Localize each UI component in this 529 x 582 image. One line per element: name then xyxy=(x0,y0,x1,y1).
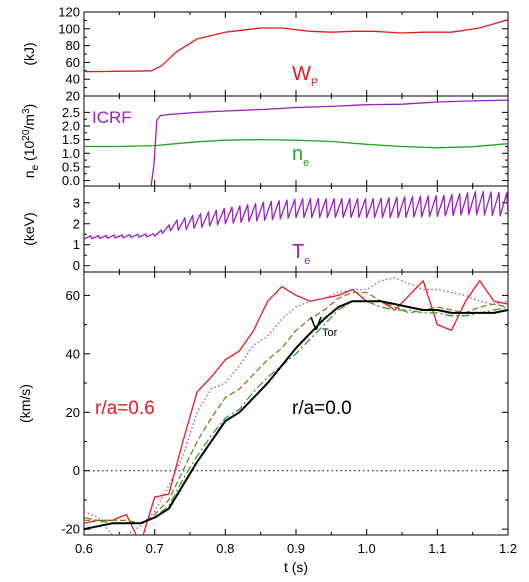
y-tick-label: 60 xyxy=(66,288,80,303)
x-axis-label: t (s) xyxy=(284,559,308,575)
y-tick-label: 20 xyxy=(66,405,80,420)
vtor-annotation: VTor xyxy=(310,314,338,339)
ra00-annotation: r/a=0.0 xyxy=(292,398,352,419)
y-tick-label: 0.5 xyxy=(62,159,80,174)
y-tick-label: 2.0 xyxy=(62,119,80,134)
y-tick-label: 0 xyxy=(73,258,80,273)
temperature-series-0 xyxy=(84,190,508,240)
y-tick-label: 1.5 xyxy=(62,132,80,147)
y-tick-label: 120 xyxy=(58,5,80,20)
y-tick-label: -20 xyxy=(61,522,80,537)
x-tick-label: 1.1 xyxy=(428,541,446,556)
temperature-ylabel: (keV) xyxy=(21,212,37,245)
y-tick-label: 2.5 xyxy=(62,105,80,120)
y-tick-label: 20 xyxy=(66,89,80,104)
toroidal-velocity-series-3 xyxy=(84,300,508,524)
y-tick-label: 40 xyxy=(66,72,80,87)
density-series-0 xyxy=(84,138,508,149)
wp-annotation: WP xyxy=(292,63,318,89)
y-tick-label: 1.0 xyxy=(62,146,80,161)
toroidal-velocity-series-4 xyxy=(84,300,508,531)
toroidal-velocity-series-0 xyxy=(84,280,508,535)
x-tick-label: 1.2 xyxy=(499,541,517,556)
y-tick-label: 2 xyxy=(73,216,80,231)
y-tick-label: 3 xyxy=(73,195,80,210)
y-tick-label: 40 xyxy=(66,346,80,361)
toroidal-velocity-panel: -20 0 20 40 60 (km/s) VTor r/a=0.6 r/a=0.0 0.6 0.7… xyxy=(17,271,517,575)
y-tick-label: 0 xyxy=(73,463,80,478)
y-tick-label: 0.0 xyxy=(62,173,80,188)
y-tick-label: 60 xyxy=(66,55,80,70)
x-tick-label: 1.0 xyxy=(358,541,376,556)
temperature-panel: 0 1 2 3 (keV) Te xyxy=(21,185,509,273)
density-frame xyxy=(83,95,509,187)
y-tick-label: 100 xyxy=(58,21,80,36)
x-tick-label: 0.8 xyxy=(216,541,234,556)
density-ylabel: ne (1020/m3) xyxy=(21,104,41,178)
ne-annotation: ne xyxy=(292,143,309,169)
x-tick-label: 0.9 xyxy=(287,541,305,556)
x-tick-label: 0.7 xyxy=(146,541,164,556)
te-annotation: Te xyxy=(292,241,310,267)
stored-energy-ylabel: (kJ) xyxy=(21,42,37,65)
stored-energy-series-0 xyxy=(84,18,508,73)
toroidal-velocity-series-1 xyxy=(84,277,508,535)
toroidal-velocity-series-2 xyxy=(84,291,508,524)
ra06-annotation: r/a=0.6 xyxy=(95,398,155,419)
x-tick-label: 0.6 xyxy=(75,541,93,556)
y-tick-label: 80 xyxy=(66,38,80,53)
y-tick-label: 1 xyxy=(73,237,80,252)
icrf-annotation: ICRF xyxy=(92,108,132,127)
density-panel: 0.00.51.01.52.02.5 ne (1020/m3) ICRF ne xyxy=(21,95,509,188)
toroidal-velocity-ylabel: (km/s) xyxy=(17,384,33,423)
density-series-1 xyxy=(150,99,508,186)
